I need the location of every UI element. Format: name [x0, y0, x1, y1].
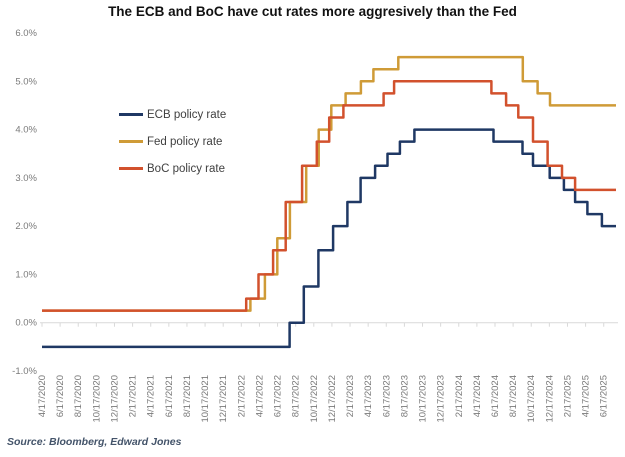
x-tick-label: 6/17/2025: [599, 375, 610, 417]
x-tick-label: 2/17/2024: [454, 375, 465, 417]
legend-line-swatch: [119, 140, 143, 143]
legend-item-fed: Fed policy rate: [119, 128, 226, 155]
x-tick-label: 4/17/2022: [254, 375, 265, 417]
x-tick-label: 12/17/2020: [109, 375, 120, 423]
legend-label: ECB policy rate: [147, 108, 227, 121]
x-tick-label: 10/17/2021: [200, 375, 211, 423]
y-tick-label: 6.0%: [15, 28, 37, 39]
series-line-fed: [42, 55, 616, 312]
y-tick-label: 5.0%: [15, 76, 37, 87]
x-tick-label: 8/17/2020: [73, 375, 84, 417]
x-tick-label: 4/17/2021: [146, 375, 157, 417]
x-tick-label: 4/17/2024: [472, 375, 483, 417]
legend-label: BoC policy rate: [147, 162, 225, 175]
x-tick-label: 6/17/2023: [381, 375, 392, 417]
y-tick-label: 1.0%: [15, 269, 37, 280]
x-tick-label: 8/17/2023: [399, 375, 410, 417]
chart-title: The ECB and BoC have cut rates more aggr…: [108, 4, 517, 19]
x-tick-label: 6/17/2020: [55, 375, 66, 417]
legend-item-boc: BoC policy rate: [119, 155, 226, 182]
y-tick-label: 3.0%: [15, 173, 37, 184]
series-line-boc: [42, 80, 616, 312]
x-tick-label: 10/17/2022: [309, 375, 320, 423]
x-tick-label: 12/17/2022: [327, 375, 338, 423]
x-tick-label: 4/17/2023: [363, 375, 374, 417]
x-tick-label: 2/17/2021: [128, 375, 139, 417]
x-tick-label: 8/17/2022: [291, 375, 302, 417]
y-tick-label: 4.0%: [15, 125, 37, 136]
y-tick-label: 0.0%: [15, 318, 37, 329]
legend-line-swatch: [119, 167, 143, 170]
x-tick-label: 6/17/2022: [273, 375, 284, 417]
x-tick-label: 2/17/2025: [562, 375, 573, 417]
legend-line-swatch: [119, 113, 143, 116]
x-tick-label: 2/17/2022: [236, 375, 247, 417]
x-tick-label: 10/17/2023: [418, 375, 429, 423]
x-tick-label: 2/17/2023: [345, 375, 356, 417]
source-note: Source: Bloomberg, Edward Jones: [7, 436, 182, 448]
x-tick-label: 4/17/2025: [581, 375, 592, 417]
y-tick-label: 2.0%: [15, 221, 37, 232]
legend-item-ecb: ECB policy rate: [119, 101, 226, 128]
x-tick-label: 4/17/2020: [37, 375, 48, 417]
legend-label: Fed policy rate: [147, 135, 223, 148]
x-tick-label: 6/17/2021: [164, 375, 175, 417]
x-tick-label: 8/17/2021: [182, 375, 193, 417]
y-tick-label: -1.0%: [12, 366, 37, 377]
x-tick-label: 10/17/2024: [526, 375, 537, 423]
x-tick-label: 12/17/2023: [436, 375, 447, 423]
x-tick-label: 6/17/2024: [490, 375, 501, 417]
series-line-ecb: [42, 128, 616, 349]
x-tick-label: 12/17/2024: [544, 375, 555, 423]
x-tick-label: 8/17/2024: [508, 375, 519, 417]
x-tick-label: 12/17/2021: [218, 375, 229, 423]
chart-legend: ECB policy rate Fed policy rate BoC policy…: [119, 101, 226, 182]
x-tick-label: 10/17/2020: [91, 375, 102, 423]
